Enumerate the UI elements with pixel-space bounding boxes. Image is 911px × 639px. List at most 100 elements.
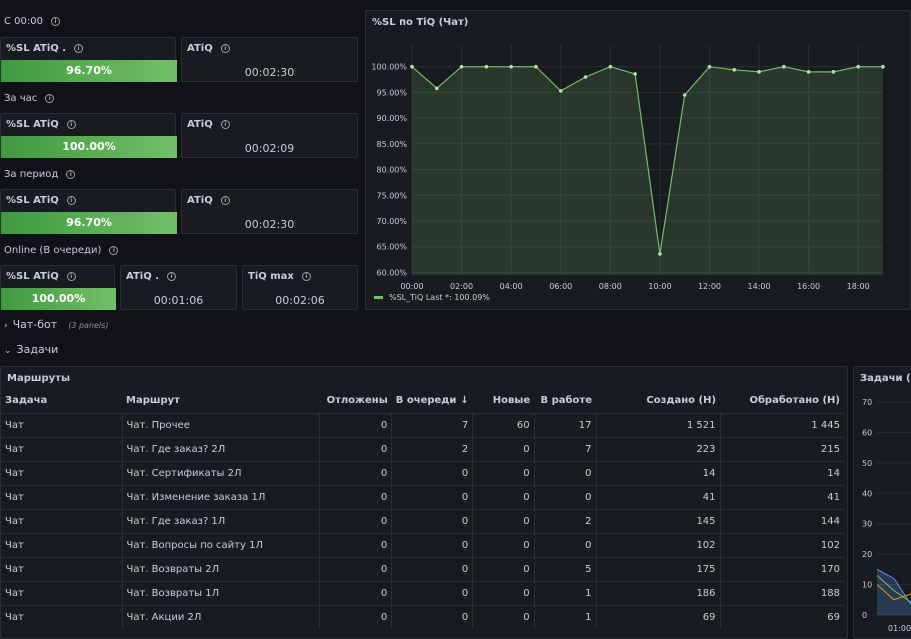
x-tick-label: 06:00 bbox=[549, 282, 572, 291]
info-icon[interactable]: i bbox=[66, 272, 76, 281]
y-tick-label: 10 bbox=[862, 581, 872, 590]
column-header-label: Отложены bbox=[326, 395, 388, 407]
x-tick-label: 00:00 bbox=[400, 282, 423, 291]
column-header[interactable]: Новые bbox=[473, 389, 534, 413]
table-cell: 0 bbox=[472, 508, 535, 533]
table-row[interactable]: Чат Чат. Вопросы по сайту 1Л 0 0 0 0 102 102 bbox=[1, 532, 844, 557]
y-tick-label: 95.00% bbox=[376, 88, 407, 97]
table-cell: 102 bbox=[595, 532, 721, 557]
column-header[interactable]: Задача bbox=[1, 389, 122, 413]
column-header[interactable]: В работе bbox=[534, 389, 596, 413]
stat-sl-per-period: %SL ATiQ i 96.70% bbox=[0, 189, 177, 234]
table-cell: Чат. Сертификаты 2Л bbox=[121, 460, 320, 485]
column-header[interactable]: Создано (Н) bbox=[596, 389, 720, 413]
info-icon[interactable]: i bbox=[66, 170, 76, 179]
table-cell: 14 bbox=[719, 460, 844, 485]
table-cell: 144 bbox=[719, 508, 844, 533]
stat-atiq-online: ATiQ . i 00:01:06 bbox=[120, 265, 237, 310]
data-point bbox=[707, 64, 712, 69]
info-icon[interactable]: i bbox=[220, 196, 230, 205]
y-tick-label: 70 bbox=[862, 398, 872, 407]
table-row[interactable]: Чат Чат. Где заказ? 1Л 0 0 0 2 145 144 bbox=[1, 508, 844, 533]
table-row[interactable]: Чат Чат. Сертификаты 2Л 0 0 0 0 14 14 bbox=[1, 460, 844, 485]
column-header-label: В работе bbox=[540, 395, 592, 407]
x-tick-label: 16:00 bbox=[797, 282, 820, 291]
info-icon[interactable]: i bbox=[45, 94, 55, 103]
table-cell: Чат bbox=[1, 508, 122, 533]
info-icon[interactable]: i bbox=[109, 246, 119, 255]
routes-panel: Маршруты Задача Маршрут Отложены В очереди ↓… bbox=[0, 366, 848, 639]
info-icon[interactable]: i bbox=[301, 272, 311, 281]
table-cell: 0 bbox=[391, 556, 473, 581]
stat-value: 00:01:06 bbox=[153, 294, 204, 307]
table-cell: Чат. Изменение заказа 1Л bbox=[121, 484, 320, 509]
table-cell: Чат. Возвраты 1Л bbox=[121, 580, 320, 605]
stat-value: 00:02:09 bbox=[244, 142, 295, 155]
column-header-label: Маршрут bbox=[126, 395, 180, 407]
table-row[interactable]: Чат Чат. Изменение заказа 1Л 0 0 0 0 41 41 bbox=[1, 484, 844, 509]
info-icon[interactable]: i bbox=[167, 272, 176, 281]
column-header[interactable]: Отложены bbox=[320, 389, 392, 413]
stat-sl-online: %SL ATiQ i 100.00% bbox=[0, 265, 116, 310]
chevron-down-icon: ⌄ bbox=[4, 346, 12, 356]
info-icon[interactable]: i bbox=[74, 44, 84, 53]
column-header-label: Новые bbox=[492, 395, 531, 407]
panel-title: Маршруты bbox=[7, 373, 70, 384]
info-icon[interactable]: i bbox=[66, 120, 76, 129]
table-cell: 175 bbox=[595, 556, 721, 581]
table-row[interactable]: Чат Чат. Возвраты 1Л 0 0 0 1 186 188 bbox=[1, 580, 844, 605]
table-cell: Чат. Возвраты 2Л bbox=[121, 556, 320, 581]
series-area bbox=[412, 66, 883, 275]
column-header-label: Создано (Н) bbox=[646, 395, 717, 407]
data-point bbox=[856, 64, 861, 69]
row-tasks[interactable]: ⌄ Задачи bbox=[4, 343, 58, 356]
stat-title: ATiQ bbox=[187, 119, 213, 130]
table-row[interactable]: Чат Чат. Где заказ? 2Л 0 2 0 7 223 215 bbox=[1, 436, 844, 461]
stat-value: 00:02:06 bbox=[275, 294, 325, 307]
table-cell: 102 bbox=[719, 532, 844, 557]
stat-sl-per-hour: %SL ATiQ i 100.00% bbox=[0, 113, 177, 158]
table-row[interactable]: Чат Чат. Возвраты 2Л 0 0 0 5 175 170 bbox=[1, 556, 844, 581]
series-line bbox=[411, 66, 883, 255]
info-icon[interactable]: i bbox=[220, 120, 230, 129]
table-cell: 1 bbox=[533, 604, 596, 629]
y-tick-label: 60 bbox=[862, 428, 872, 437]
data-point bbox=[509, 64, 513, 69]
table-cell: 69 bbox=[595, 604, 721, 629]
table-cell: Чат bbox=[1, 580, 122, 605]
column-header-label: Задача bbox=[5, 395, 48, 407]
table-cell: 1 521 bbox=[595, 412, 721, 437]
column-header[interactable]: В очереди ↓ bbox=[392, 389, 473, 413]
chart-legend[interactable]: %SL_TiQ Last *: 100.09% bbox=[374, 293, 490, 302]
data-point bbox=[806, 70, 811, 74]
table-row[interactable]: Чат Чат. Акции 2Л 0 0 0 1 69 69 bbox=[1, 604, 844, 629]
table-cell: 0 bbox=[472, 556, 535, 581]
data-point bbox=[434, 86, 439, 91]
x-tick-label: 08:00 bbox=[599, 282, 622, 291]
column-header[interactable]: Обработано (Н) bbox=[720, 389, 844, 413]
stat-value: 00:02:30 bbox=[244, 218, 295, 231]
y-tick-label: 90.00% bbox=[376, 114, 407, 123]
table-row[interactable]: Чат Чат. Прочее 0 7 60 17 1 521 1 445 bbox=[1, 412, 844, 437]
info-icon[interactable]: i bbox=[66, 196, 76, 205]
info-icon[interactable]: i bbox=[220, 44, 230, 53]
table-cell: Чат. Где заказ? 2Л bbox=[121, 436, 320, 461]
table-cell: 0 bbox=[391, 532, 473, 557]
table-cell: 7 bbox=[533, 436, 596, 461]
table-cell: Чат bbox=[1, 604, 122, 629]
stat-title: ATiQ bbox=[187, 43, 213, 54]
section-since-midnight: С 00:00 i bbox=[4, 16, 60, 27]
row-chatbot[interactable]: › Чат-бот (3 panels) bbox=[4, 318, 108, 331]
stat-value-bar: 96.70% bbox=[1, 60, 177, 82]
info-icon[interactable]: i bbox=[50, 17, 60, 26]
table-cell: Чат bbox=[1, 484, 122, 509]
table-cell: 0 bbox=[391, 508, 473, 533]
table-cell: 188 bbox=[719, 580, 844, 605]
column-header[interactable]: Маршрут bbox=[122, 389, 320, 413]
series-line bbox=[876, 584, 911, 601]
series-area bbox=[877, 569, 911, 615]
table-cell: 0 bbox=[319, 604, 392, 629]
table-header-row: Задача Маршрут Отложены В очереди ↓ Новые В ра… bbox=[1, 389, 844, 413]
table-cell: 69 bbox=[719, 604, 844, 629]
section-label: С 00:00 bbox=[4, 16, 43, 27]
